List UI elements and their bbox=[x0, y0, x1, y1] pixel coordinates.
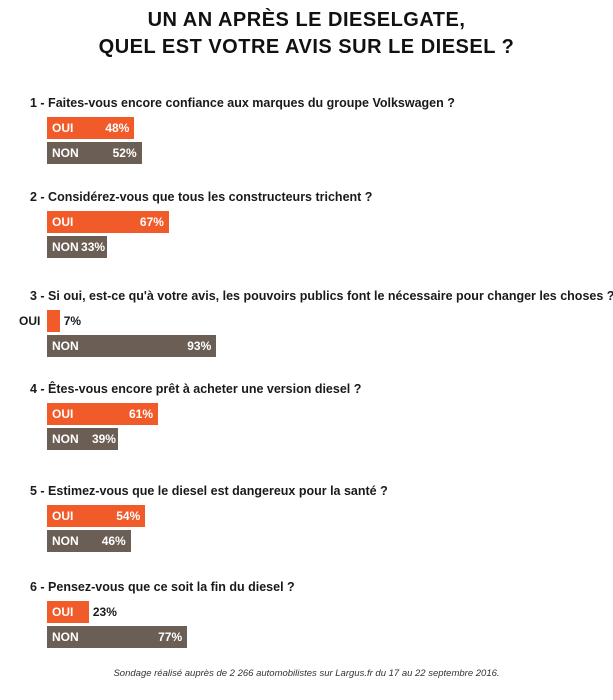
bar-q1-oui bbox=[47, 117, 135, 139]
bar-value-q5-oui: 54% bbox=[116, 509, 141, 523]
bar-q4-non bbox=[47, 428, 118, 450]
question-3-label: 3 - Si oui, est-ce qu'à votre avis, les … bbox=[30, 289, 613, 303]
bar-q2-oui bbox=[47, 211, 169, 233]
bar-q4-oui bbox=[47, 403, 159, 425]
bar-value-q3-oui: 7% bbox=[63, 314, 82, 328]
bar-value-q2-non: 33% bbox=[81, 240, 106, 254]
bar-label-q3-non: NON bbox=[52, 339, 79, 353]
bar-value-q5-non: 46% bbox=[101, 534, 126, 548]
bar-q5-oui bbox=[47, 505, 146, 527]
bar-q6-non bbox=[47, 626, 188, 648]
bar-value-q3-non: 93% bbox=[187, 339, 212, 353]
bar-q1-non bbox=[47, 142, 142, 164]
title-line-1: UN AN APRÈS LE DIESELGATE, bbox=[147, 9, 466, 31]
bar-q5-non bbox=[47, 530, 131, 552]
footnote: Sondage réalisé auprès de 2 266 automobi… bbox=[113, 668, 500, 679]
bar-label-q4-oui: OUI bbox=[52, 407, 74, 421]
bar-label-q6-oui: OUI bbox=[52, 605, 74, 619]
bar-label-q3-oui: OUI bbox=[19, 314, 41, 328]
bar-label-q2-oui: OUI bbox=[52, 215, 74, 229]
bar-q3-non bbox=[47, 335, 217, 357]
bar-value-q1-oui: 48% bbox=[105, 121, 130, 135]
bar-label-q6-non: NON bbox=[52, 630, 79, 644]
question-2-label: 2 - Considérez-vous que tous les constru… bbox=[30, 190, 373, 204]
bar-value-q4-oui: 61% bbox=[128, 407, 154, 421]
bar-q3-oui bbox=[47, 310, 60, 332]
bar-label-q1-non: NON bbox=[52, 146, 79, 160]
question-6-label: 6 - Pensez-vous que ce soit la fin du di… bbox=[30, 580, 295, 594]
bar-label-q2-non: NON bbox=[52, 240, 79, 254]
bar-q6-oui bbox=[47, 601, 89, 623]
question-1-label: 1 - Faites-vous encore confiance aux mar… bbox=[30, 96, 455, 110]
chart-title: UN AN APRÈS LE DIESELGATE, QUEL EST VOTR… bbox=[0, 7, 613, 61]
bar-label-q1-oui: OUI bbox=[52, 121, 74, 135]
bar-q2-non bbox=[47, 236, 108, 258]
question-4-label: 4 - Êtes-vous encore prêt à acheter une … bbox=[30, 382, 362, 396]
question-5-label: 5 - Estimez-vous que le diesel est dange… bbox=[30, 484, 388, 498]
bar-label-q4-non: NON bbox=[52, 432, 79, 446]
bar-label-q5-non: NON bbox=[52, 534, 79, 548]
title-line-2: QUEL EST VOTRE AVIS SUR LE DIESEL ? bbox=[98, 36, 515, 58]
bar-value-q2-oui: 67% bbox=[139, 215, 164, 229]
bar-value-q4-non: 39% bbox=[91, 432, 116, 446]
bar-value-q6-non: 77% bbox=[158, 630, 183, 644]
bar-value-q6-oui: 23% bbox=[92, 605, 117, 619]
bar-value-q1-non: 52% bbox=[112, 146, 137, 160]
bar-label-q5-oui: OUI bbox=[52, 509, 74, 523]
